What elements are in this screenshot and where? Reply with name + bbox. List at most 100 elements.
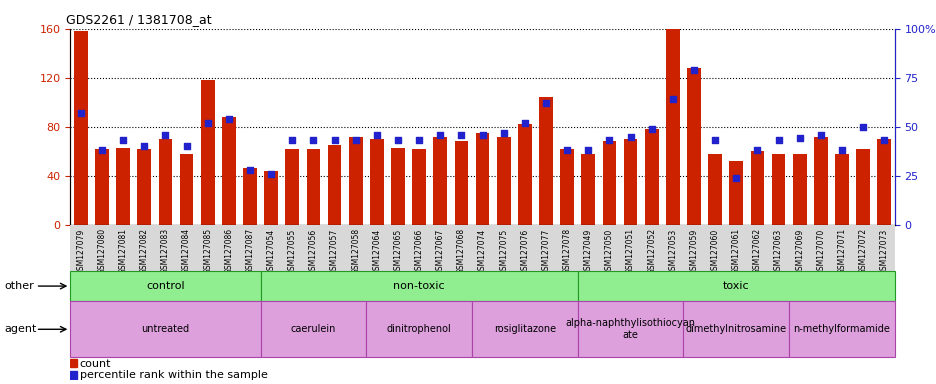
Point [538, 100, 553, 106]
Bar [750, 151, 764, 225]
Bar [242, 168, 256, 225]
Bar [74, 31, 88, 225]
Point [559, 147, 574, 153]
Text: untreated: untreated [141, 324, 189, 334]
Text: agent: agent [5, 324, 37, 334]
Text: other: other [5, 281, 35, 291]
Text: GSM127068: GSM127068 [457, 228, 465, 275]
Point [432, 131, 447, 137]
Point [369, 131, 384, 137]
Bar [70, 271, 260, 301]
Text: count: count [80, 359, 111, 369]
Point [791, 136, 806, 142]
Point [876, 137, 891, 144]
Point [622, 134, 637, 140]
Text: GDS2261 / 1381708_at: GDS2261 / 1381708_at [66, 13, 212, 26]
Bar [260, 301, 366, 357]
Text: GSM127081: GSM127081 [119, 228, 127, 274]
Bar [728, 161, 742, 225]
Text: GSM127064: GSM127064 [372, 228, 381, 275]
Text: alpha-naphthylisothiocyan
ate: alpha-naphthylisothiocyan ate [565, 318, 695, 340]
Point [179, 143, 194, 149]
Text: GSM127062: GSM127062 [753, 228, 761, 275]
Text: GSM127050: GSM127050 [605, 228, 613, 275]
Text: GSM127061: GSM127061 [731, 228, 740, 275]
Point [95, 147, 110, 153]
Text: GSM127078: GSM127078 [562, 228, 571, 275]
Text: GSM127074: GSM127074 [477, 228, 487, 275]
Point [200, 120, 215, 126]
Point [496, 129, 511, 136]
Bar [623, 139, 636, 225]
Bar [95, 149, 109, 225]
Bar [180, 154, 193, 225]
Text: GSM127055: GSM127055 [287, 228, 297, 275]
Bar [328, 145, 341, 225]
Text: toxic: toxic [723, 281, 749, 291]
Bar [70, 371, 77, 379]
Point [834, 147, 849, 153]
Text: percentile rank within the sample: percentile rank within the sample [80, 370, 268, 380]
Point [390, 137, 405, 144]
Bar [686, 68, 700, 225]
Text: GSM127059: GSM127059 [689, 228, 697, 275]
Text: GSM127072: GSM127072 [857, 228, 867, 275]
Text: GSM127073: GSM127073 [879, 228, 888, 275]
Point [285, 137, 300, 144]
Bar [771, 154, 784, 225]
Bar [602, 141, 616, 225]
Point [411, 137, 426, 144]
Bar [792, 154, 806, 225]
Point [453, 131, 468, 137]
Point [221, 116, 236, 122]
Point [158, 131, 173, 137]
Bar [496, 137, 510, 225]
Point [728, 175, 743, 181]
Bar [538, 98, 552, 225]
Point [137, 143, 152, 149]
Bar [285, 149, 299, 225]
Point [580, 147, 595, 153]
Text: GSM127069: GSM127069 [795, 228, 803, 275]
Point [812, 131, 827, 137]
Bar [472, 301, 578, 357]
Text: GSM127052: GSM127052 [647, 228, 655, 275]
Text: GSM127084: GSM127084 [182, 228, 191, 275]
Bar [788, 301, 894, 357]
Bar [366, 301, 472, 357]
Point [348, 137, 363, 144]
Bar [370, 139, 384, 225]
Point [242, 167, 257, 173]
Bar [644, 129, 658, 225]
Bar [70, 359, 77, 367]
Text: GSM127075: GSM127075 [499, 228, 507, 275]
Text: control: control [146, 281, 184, 291]
Point [770, 137, 785, 144]
Text: GSM127086: GSM127086 [224, 228, 233, 275]
Bar [433, 137, 446, 225]
Text: GSM127063: GSM127063 [773, 228, 782, 275]
Text: GSM127060: GSM127060 [709, 228, 719, 275]
Bar [834, 154, 848, 225]
Bar [306, 149, 320, 225]
Point [601, 137, 616, 144]
Point [686, 67, 701, 73]
Bar [158, 139, 172, 225]
Bar [200, 80, 214, 225]
Text: GSM127080: GSM127080 [97, 228, 107, 275]
Bar [475, 133, 489, 225]
Point [73, 110, 88, 116]
Bar [578, 301, 682, 357]
Point [327, 137, 342, 144]
Text: GSM127082: GSM127082 [139, 228, 149, 274]
Bar [264, 171, 278, 225]
Bar [116, 147, 130, 225]
Point [115, 137, 130, 144]
Bar [412, 149, 426, 225]
Text: dinitrophenol: dinitrophenol [387, 324, 451, 334]
Text: dimethylnitrosamine: dimethylnitrosamine [685, 324, 786, 334]
Text: non-toxic: non-toxic [393, 281, 445, 291]
Bar [518, 124, 531, 225]
Point [305, 137, 320, 144]
Point [707, 137, 722, 144]
